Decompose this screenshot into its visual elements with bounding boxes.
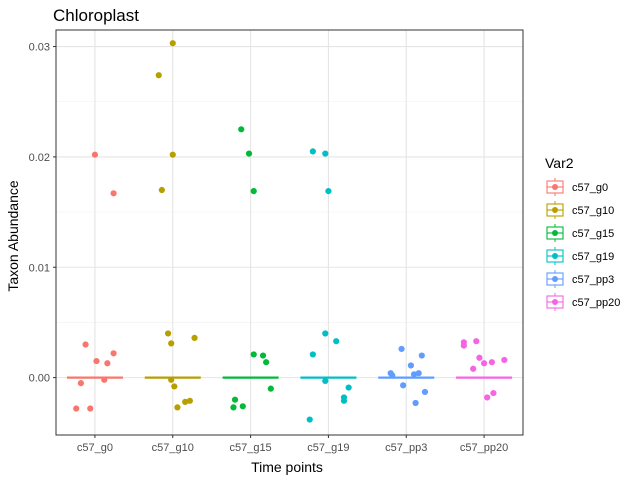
data-point (309, 351, 316, 358)
legend-key-point (552, 253, 558, 259)
data-point (410, 371, 418, 378)
y-axis-title: Taxon Abundance (5, 180, 21, 292)
data-point (87, 405, 94, 412)
y-tick-label: 0.01 (29, 262, 50, 274)
legend-key-point (552, 184, 558, 190)
data-point (231, 396, 239, 403)
data-point (415, 370, 422, 377)
legend-key-point (552, 299, 558, 305)
data-point (73, 405, 80, 412)
data-point (306, 416, 313, 423)
data-point (322, 377, 329, 385)
data-point (263, 359, 270, 366)
legend-label: c57_g10 (572, 205, 614, 217)
data-point (333, 338, 340, 345)
y-tick-label: 0.00 (29, 373, 50, 385)
data-point (398, 345, 405, 353)
data-point (325, 188, 332, 195)
legend-label: c57_g15 (572, 228, 614, 240)
x-tick-label: c57_g15 (229, 442, 271, 454)
x-tick-label: c57_g10 (152, 442, 194, 454)
data-point (460, 339, 467, 346)
data-point (322, 330, 329, 337)
data-point (418, 352, 425, 359)
data-point (158, 186, 165, 194)
data-point (77, 380, 85, 387)
plot-panel: 0.00 0.01 0.02 0.03 c57_g0 c57_g10 c57_g15 c57_… (29, 29, 524, 454)
x-tick-label: c57_pp3 (385, 442, 427, 454)
legend-key-point (552, 207, 558, 213)
data-point (488, 359, 495, 366)
data-point (239, 403, 246, 410)
legend-label: c57_pp3 (572, 274, 614, 286)
data-point (480, 360, 488, 367)
legend-title: Var2 (545, 155, 574, 171)
data-point (322, 150, 329, 157)
data-point (182, 398, 189, 405)
x-tick-label: c57_g19 (307, 442, 349, 454)
data-point (309, 148, 316, 155)
data-point (389, 372, 396, 379)
data-point (470, 365, 477, 372)
data-point (101, 376, 108, 383)
data-point (230, 404, 237, 411)
legend-key-point (552, 276, 558, 282)
x-axis-title: Time points (251, 459, 323, 475)
legend-label: c57_g19 (572, 251, 614, 263)
data-point (259, 352, 267, 359)
data-point (476, 354, 483, 361)
data-point (484, 394, 491, 401)
data-point (400, 382, 407, 389)
y-tick-label: 0.03 (29, 42, 50, 54)
x-tick-label: c57_pp20 (460, 442, 508, 454)
data-point (245, 150, 253, 157)
chart-title: Chloroplast (53, 6, 139, 25)
data-point (168, 376, 175, 383)
x-tick-label: c57_g0 (77, 442, 113, 454)
data-point (473, 338, 480, 345)
data-point (104, 360, 111, 367)
data-point (82, 341, 89, 348)
data-point (168, 340, 175, 347)
data-point (250, 188, 257, 195)
data-point (171, 383, 178, 390)
data-point (250, 351, 257, 358)
y-tick-label: 0.02 (29, 152, 50, 164)
data-point (407, 362, 415, 369)
data-point (155, 72, 162, 79)
data-point (490, 389, 497, 397)
data-point (267, 385, 274, 392)
legend-label: c57_pp20 (572, 297, 620, 309)
data-point (345, 384, 352, 391)
data-point (91, 151, 99, 158)
legend: Var2 c57_g0 c57_g10 c57_g15 c57_g19 c57_pp3c… (545, 155, 620, 311)
data-point (110, 190, 117, 197)
data-point (186, 397, 193, 404)
data-point (164, 330, 172, 337)
data-point (93, 357, 100, 365)
data-point (421, 388, 429, 396)
panel-border (55, 29, 524, 436)
data-point (169, 40, 176, 47)
data-point (238, 126, 245, 133)
legend-label: c57_g0 (572, 182, 608, 194)
data-point (169, 151, 176, 158)
legend-key-point (552, 230, 558, 236)
data-point (191, 334, 198, 341)
data-point (110, 350, 117, 357)
data-point (412, 399, 419, 407)
data-point (340, 397, 348, 404)
data-point (501, 356, 508, 364)
panel-background (56, 30, 523, 435)
data-point (174, 404, 181, 411)
